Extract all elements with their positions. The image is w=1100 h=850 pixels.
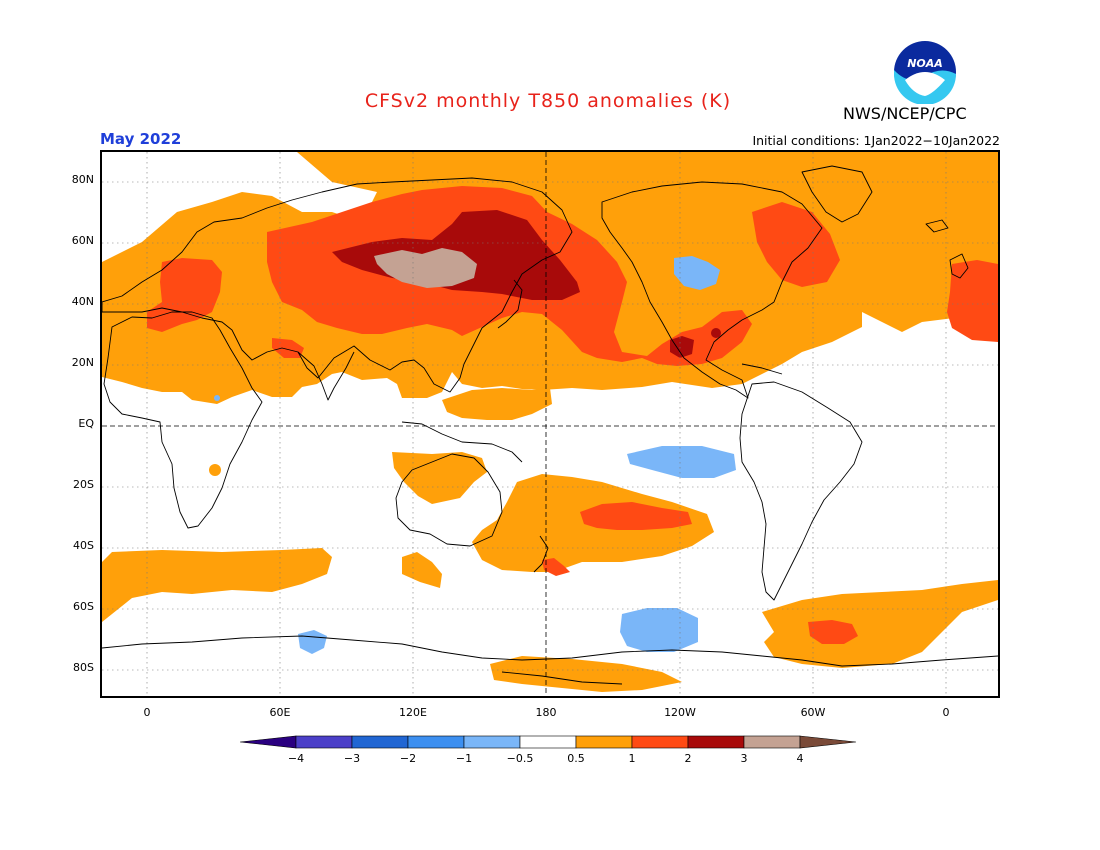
legend-tick-label: −2	[400, 752, 416, 765]
lat-label: EQ	[78, 417, 94, 430]
legend-ticks: −4 −3 −2 −1 −0.5 0.5 1 2 3 4	[288, 752, 804, 765]
lon-label: 0	[942, 706, 950, 719]
legend-bin	[743, 735, 801, 749]
anomaly-map	[100, 150, 1000, 698]
legend-bin	[407, 735, 465, 749]
lon-label: 120E	[399, 706, 427, 719]
legend-bin	[799, 735, 857, 749]
lon-label: 180	[535, 706, 557, 719]
map-title: CFSv2 monthly T850 anomalies (K)	[364, 90, 732, 112]
lat-label: 20N	[71, 356, 94, 369]
legend-tick-label: 3	[741, 752, 748, 765]
legend-bin	[687, 735, 745, 749]
lon-label: 60W	[800, 706, 826, 719]
coastlines	[102, 165, 998, 685]
legend-tick-label: −1	[456, 752, 472, 765]
anomaly-fill-3-4	[374, 248, 477, 288]
lat-label: 20S	[73, 478, 94, 491]
lat-label: 80S	[73, 661, 94, 674]
legend-tick-label: 0.5	[567, 752, 585, 765]
legend-bin	[463, 735, 521, 749]
valid-month: May 2022	[100, 130, 182, 148]
lon-label: 0	[143, 706, 151, 719]
lat-label: 40N	[71, 295, 94, 308]
legend-tick-label: 1	[629, 752, 636, 765]
graticule	[102, 152, 998, 696]
lon-label: 120W	[664, 706, 696, 719]
legend-bin	[575, 735, 633, 749]
agency-label: NWS/NCEP/CPC	[843, 104, 967, 123]
lat-label: 80N	[71, 173, 94, 186]
lat-label: 60S	[73, 600, 94, 613]
noaa-logo: NOAA	[894, 41, 956, 104]
legend-bin	[295, 735, 353, 749]
legend-tick-label: 2	[685, 752, 692, 765]
legend-tick-label: −3	[344, 752, 360, 765]
color-legend: −4 −3 −2 −1 −0.5 0.5 1 2 3 4	[240, 735, 857, 765]
reference-lines	[102, 152, 998, 696]
legend-bin	[240, 735, 297, 749]
lat-label: 60N	[71, 234, 94, 247]
legend-tick-label: −4	[288, 752, 304, 765]
logo-text: NOAA	[907, 57, 943, 70]
legend-bin	[519, 735, 577, 749]
legend-tick-label: −0.5	[507, 752, 534, 765]
lat-label: 40S	[73, 539, 94, 552]
map-canvas	[102, 152, 998, 696]
legend-bin	[351, 735, 409, 749]
lon-label: 60E	[269, 706, 291, 719]
legend-tick-label: 4	[797, 752, 804, 765]
initial-conditions: Initial conditions: 1Jan2022−10Jan2022	[752, 133, 1000, 148]
legend-bin	[631, 735, 689, 749]
anomaly-fill-neg1-neg0p5	[214, 256, 736, 654]
legend-bins	[240, 735, 857, 749]
